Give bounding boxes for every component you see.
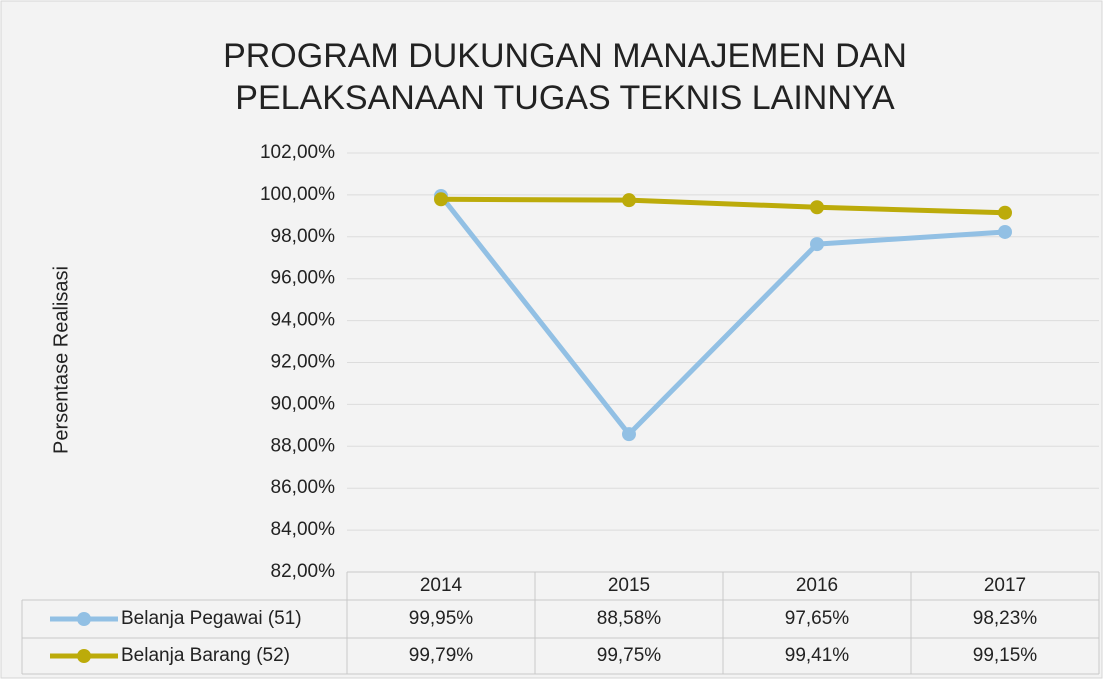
series-marker xyxy=(998,205,1012,220)
table-value: 98,23% xyxy=(973,608,1038,629)
table-value: 99,79% xyxy=(409,645,474,666)
y-tick-label: 88,00% xyxy=(271,435,336,456)
table-value: 97,65% xyxy=(785,608,850,629)
legend-marker xyxy=(77,649,91,663)
table-value: 88,58% xyxy=(597,608,662,629)
series-marker xyxy=(810,200,824,215)
y-tick-label: 82,00% xyxy=(271,561,336,582)
series-marker xyxy=(998,224,1012,239)
series-marker xyxy=(622,193,636,208)
y-tick-label: 102,00% xyxy=(260,142,335,163)
y-tick-label: 98,00% xyxy=(271,226,336,247)
table-value: 99,95% xyxy=(409,608,474,629)
y-tick-label: 90,00% xyxy=(271,393,336,414)
series-line xyxy=(440,196,1006,216)
x-tick-label: 2017 xyxy=(984,575,1026,596)
y-tick-label: 100,00% xyxy=(260,184,335,205)
legend-marker xyxy=(77,612,91,626)
y-tick-label: 96,00% xyxy=(271,268,336,289)
table-value: 99,75% xyxy=(597,645,662,666)
legend-label: Belanja Barang (52) xyxy=(121,645,290,666)
series-marker xyxy=(622,427,636,442)
y-tick-label: 86,00% xyxy=(271,477,336,498)
x-tick-label: 2016 xyxy=(796,575,838,596)
series-line xyxy=(439,194,1006,437)
y-tick-label: 92,00% xyxy=(271,352,336,373)
series-marker xyxy=(810,237,824,252)
table-value: 99,15% xyxy=(973,645,1038,666)
y-axis-label: Persentase Realisasi xyxy=(50,266,72,454)
x-tick-label: 2014 xyxy=(420,575,463,596)
x-tick-label: 2015 xyxy=(608,575,650,596)
y-tick-label: 94,00% xyxy=(271,310,336,331)
chart-title: PELAKSANAAN TUGAS TEKNIS LAINNYA xyxy=(235,79,895,117)
y-tick-label: 84,00% xyxy=(271,519,336,540)
series-marker xyxy=(434,192,448,207)
table-value: 99,41% xyxy=(785,645,850,666)
chart-title: PROGRAM DUKUNGAN MANAJEMEN DAN xyxy=(223,37,907,75)
legend-label: Belanja Pegawai (51) xyxy=(121,608,302,629)
